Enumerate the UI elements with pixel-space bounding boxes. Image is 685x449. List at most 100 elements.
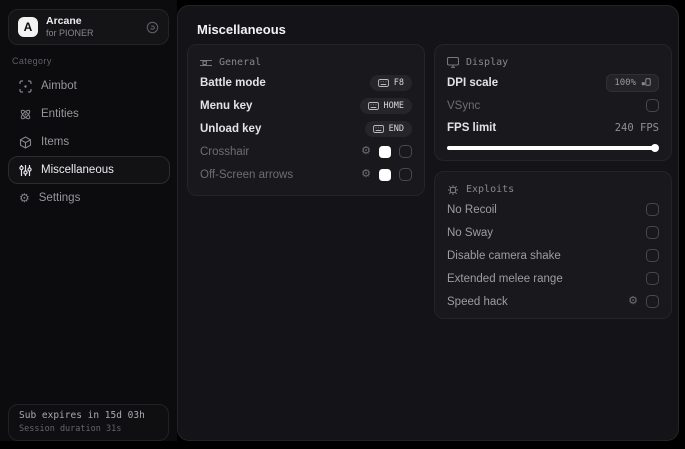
setting-label: Disable camera shake (447, 249, 561, 262)
sidebar-item-label: Aimbot (41, 80, 77, 92)
keybind-value: END (388, 123, 404, 134)
sidebar-item-items[interactable]: Items (8, 128, 170, 156)
gear-icon: ⚙ (19, 191, 30, 205)
gear-icon[interactable]: ⚙ (361, 145, 371, 157)
slider-fill (447, 146, 655, 150)
no-sway-checkbox[interactable] (646, 226, 659, 239)
setting-label: Off-Screen arrows (200, 168, 294, 181)
panel-exploits-header: Exploits (447, 181, 659, 198)
setting-label: Crosshair (200, 145, 250, 158)
monitor-icon (447, 57, 459, 68)
vsync-checkbox[interactable] (646, 99, 659, 112)
setting-row-crosshair: Crosshair ⚙ (200, 140, 412, 163)
dpi-scale-value: 100% (614, 77, 636, 88)
category-label: Category (12, 56, 52, 66)
sidebar-item-settings[interactable]: ⚙ Settings (8, 184, 170, 212)
setting-row-no-sway: No Sway (447, 221, 659, 244)
sidebar: A Arcane for PIONER Category A (0, 0, 177, 441)
setting-row-disable-camera-shake: Disable camera shake (447, 244, 659, 267)
page-title: Miscellaneous (197, 22, 286, 37)
setting-row-menu-key: Menu key HOME (200, 94, 412, 117)
panel-display-title: Display (466, 57, 509, 68)
sidebar-item-miscellaneous[interactable]: Miscellaneous (8, 156, 170, 184)
setting-row-unload-key: Unload key END (200, 117, 412, 140)
app-name: Arcane (46, 15, 82, 28)
no-recoil-checkbox[interactable] (646, 203, 659, 216)
main-content: Miscellaneous General Battle mode (177, 5, 679, 441)
extended-melee-range-checkbox[interactable] (646, 272, 659, 285)
setting-label: Battle mode (200, 76, 266, 89)
setting-label: DPI scale (447, 76, 499, 89)
keyboard-icon (372, 124, 384, 133)
gear-icon[interactable]: ⚙ (628, 295, 638, 307)
package-icon (19, 135, 32, 149)
disable-camera-shake-checkbox[interactable] (646, 249, 659, 262)
sidebar-item-label: Miscellaneous (41, 164, 114, 176)
offscreen-arrows-checkbox[interactable] (399, 168, 412, 181)
setting-label: VSync (447, 99, 481, 112)
keybind-button-menu-key[interactable]: HOME (359, 97, 412, 114)
setting-row-extended-melee-range: Extended melee range (447, 267, 659, 290)
setting-label: Speed hack (447, 295, 508, 308)
setting-label: Unload key (200, 122, 262, 135)
setting-row-no-recoil: No Recoil (447, 198, 659, 221)
sidebar-item-entities[interactable]: Entities (8, 100, 170, 128)
panel-exploits: Exploits No Recoil No Sway Disable camer… (434, 171, 672, 319)
keyboard-icon (367, 101, 379, 110)
panel-display: Display DPI scale 100% VSync (434, 44, 672, 161)
setting-label: Extended melee range (447, 272, 563, 285)
sidebar-item-label: Items (41, 136, 70, 148)
keybind-button-battle-mode[interactable]: F8 (369, 74, 412, 91)
setting-row-dpi-scale: DPI scale 100% (447, 71, 659, 94)
setting-label: Menu key (200, 99, 253, 112)
sidebar-nav: Aimbot Entities (8, 72, 170, 212)
sliders-icon (19, 164, 32, 177)
dpi-scale-chip[interactable]: 100% (606, 73, 659, 92)
panel-general-header: General (200, 54, 412, 71)
app-logo: A (18, 17, 38, 37)
speed-hack-checkbox[interactable] (646, 295, 659, 308)
scale-resize-icon (641, 78, 651, 87)
sub-expiry-text: Sub expires in 15d 03h (19, 410, 145, 421)
atom-icon (19, 108, 32, 121)
user-meta: Arcane for PIONER (46, 15, 94, 38)
setting-row-speed-hack: Speed hack ⚙ (447, 290, 659, 313)
user-card[interactable]: A Arcane for PIONER (8, 9, 169, 45)
keybind-value: F8 (393, 77, 404, 88)
fps-limit-value: 240 FPS (614, 122, 659, 134)
keybind-value: HOME (383, 100, 404, 111)
session-duration-text: Session duration 31s (19, 424, 122, 434)
crosshair-scan-icon (19, 79, 32, 93)
keybind-button-unload-key[interactable]: END (364, 120, 412, 137)
row-controls: ⚙ (628, 295, 659, 308)
setting-label: FPS limit (447, 122, 497, 134)
color-swatch[interactable] (379, 145, 391, 158)
sliders-horizontal-icon (200, 58, 212, 68)
slider-thumb[interactable] (650, 144, 659, 152)
bug-icon (447, 184, 459, 196)
setting-label: No Recoil (447, 203, 497, 216)
circular-badge-icon[interactable] (146, 21, 159, 34)
fps-limit-slider[interactable] (447, 144, 659, 152)
sidebar-item-label: Settings (38, 192, 81, 204)
subscription-card: Sub expires in 15d 03h Session duration … (8, 404, 169, 441)
sidebar-item-aimbot[interactable]: Aimbot (8, 72, 170, 100)
panel-general-title: General (219, 57, 262, 68)
row-controls: ⚙ (361, 145, 412, 158)
setting-row-fps-limit: FPS limit 240 FPS (447, 117, 659, 139)
app-subtitle: for PIONER (46, 28, 94, 39)
setting-label: No Sway (447, 226, 494, 239)
setting-row-battle-mode: Battle mode F8 (200, 71, 412, 94)
crosshair-checkbox[interactable] (399, 145, 412, 158)
color-swatch[interactable] (379, 168, 391, 181)
setting-row-offscreen-arrows: Off-Screen arrows ⚙ (200, 163, 412, 186)
panel-exploits-title: Exploits (466, 184, 515, 195)
panel-display-header: Display (447, 54, 659, 71)
gear-icon[interactable]: ⚙ (361, 168, 371, 180)
keyboard-icon (377, 78, 389, 87)
sidebar-item-label: Entities (41, 108, 79, 120)
setting-row-vsync: VSync (447, 94, 659, 117)
row-controls: ⚙ (361, 168, 412, 181)
panel-general: General Battle mode F8 Menu key (187, 44, 425, 196)
